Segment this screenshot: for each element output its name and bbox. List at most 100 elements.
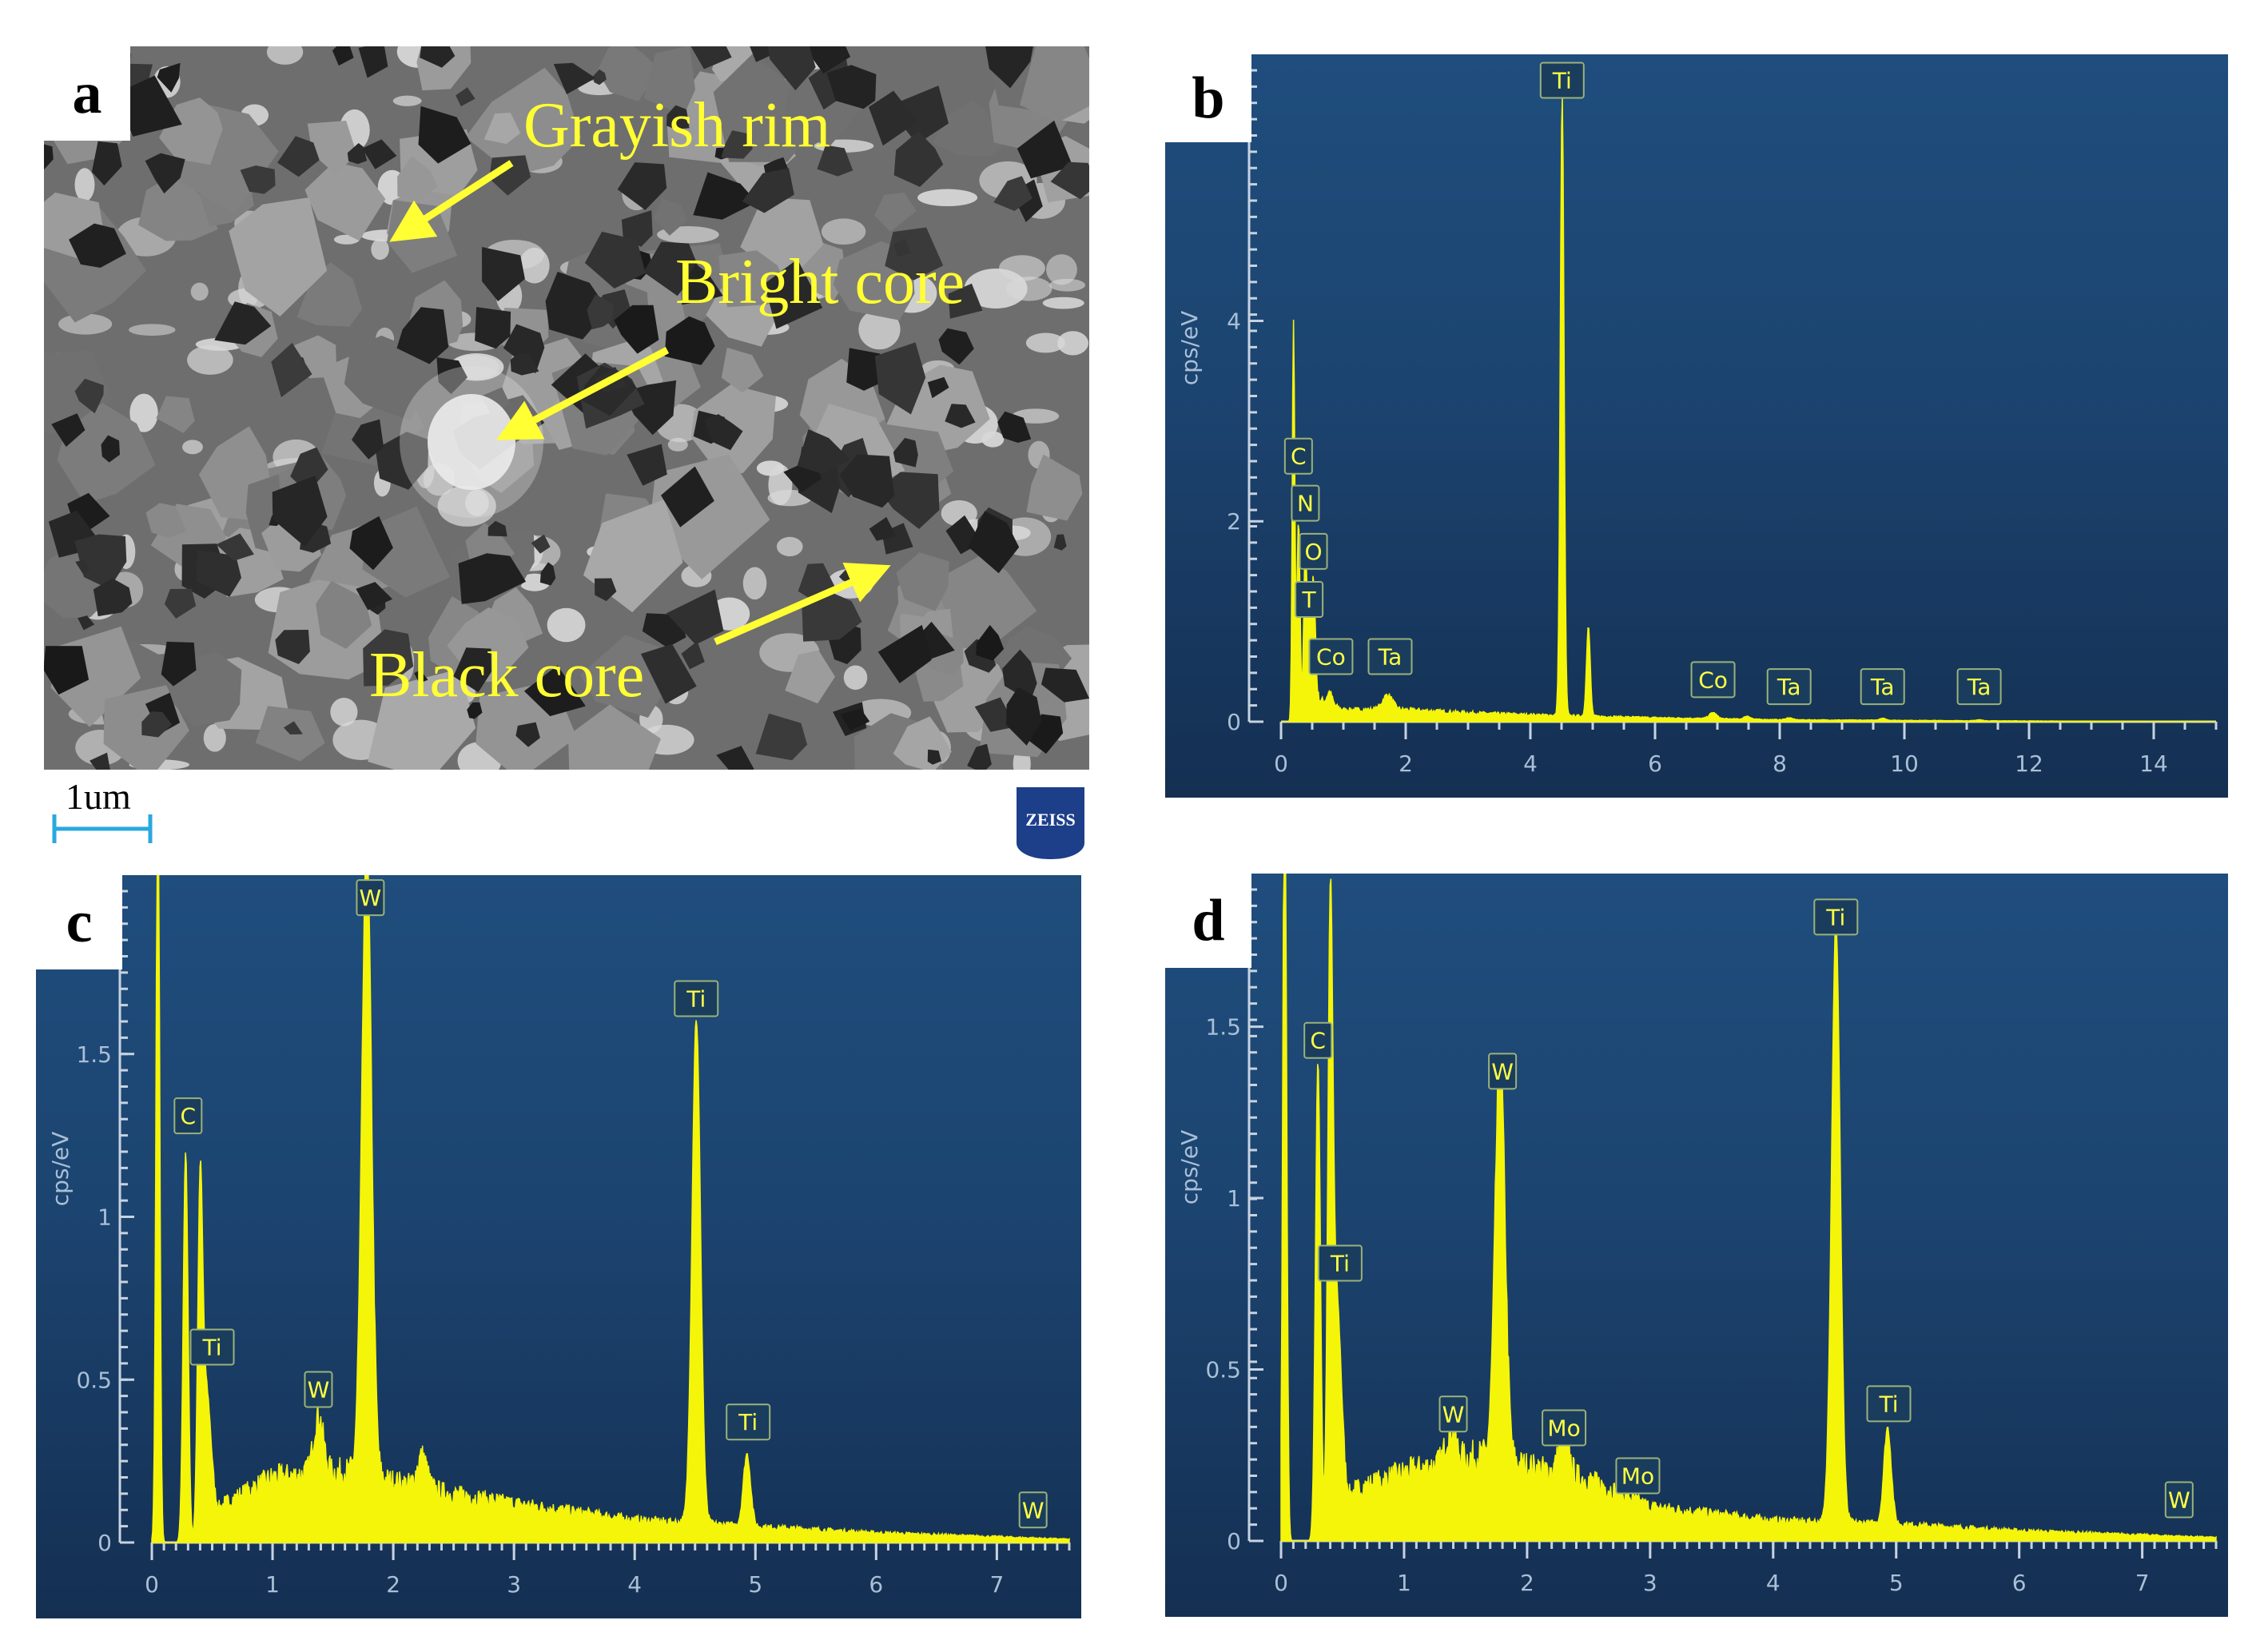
y-axis-label: cps/eV (47, 1132, 74, 1207)
black-core-grain (666, 105, 690, 129)
x-tick-label: 2 (386, 1571, 400, 1598)
black-core-grain (893, 131, 944, 187)
peak-label-text: Ti (686, 985, 706, 1012)
peak-label: Ti (726, 1403, 771, 1441)
black-core-grain (869, 516, 897, 541)
grayish-grain (145, 503, 187, 538)
black-core-grain (115, 75, 182, 137)
black-core-grain (69, 223, 126, 268)
black-core-grain (414, 670, 428, 683)
peak-label: W (356, 879, 385, 917)
peak-label: Ta (1860, 668, 1905, 706)
black-core-grain (90, 752, 110, 770)
binder-phase (371, 238, 389, 261)
peak-label: W (1488, 1053, 1518, 1090)
black-core-grain (436, 357, 468, 395)
x-tick-label: 4 (1766, 1570, 1781, 1596)
black-core-grain (75, 559, 90, 575)
y-tick-label: 4 (1227, 308, 1241, 334)
binder-phase (917, 189, 978, 207)
black-core-grain (593, 69, 607, 86)
black-core-grain (826, 65, 877, 109)
scale-bar-label: 1um (66, 776, 131, 817)
peak-label: Ti (674, 980, 719, 1017)
peak-label-text: Mo (1621, 1463, 1654, 1490)
black-core-grain (363, 629, 414, 687)
black-core-grain (893, 437, 918, 468)
bright-core-region (428, 394, 515, 490)
grayish-grain (643, 46, 695, 116)
black-core-grain (553, 62, 596, 94)
peak-label-box (1299, 532, 1328, 570)
black-core-grain (1017, 120, 1073, 179)
black-core-grain (277, 136, 320, 177)
x-tick-label: 8 (1773, 750, 1787, 777)
black-core-grain (523, 665, 586, 717)
peak-label-text: Co (1316, 644, 1346, 671)
x-tick-label: 5 (1889, 1570, 1904, 1596)
x-tick-label: 7 (2135, 1570, 2150, 1596)
peak-label: Co (1690, 661, 1736, 699)
peak-label-text: C (1310, 1028, 1326, 1054)
peak-label-text: Co (1698, 667, 1728, 693)
black-core-grain (145, 153, 185, 194)
eds-spectrum-d: 0 0.5 1 1.5 cps/eV 0 1 2 3 4 5 6 7 Ti C W Ti W Mo Mo Ti W (1165, 874, 2228, 1617)
black-core-grain (640, 643, 697, 704)
x-tick-label: 6 (2012, 1570, 2027, 1596)
binder-phase (1042, 297, 1084, 309)
binder-phase (392, 95, 422, 106)
binder-phase (58, 313, 113, 335)
black-core-grain (627, 444, 667, 486)
black-core-grain (617, 162, 667, 210)
peak-label: O (1299, 532, 1328, 570)
y-axis-label: cps/eV (1176, 311, 1203, 386)
grayish-grain (1026, 454, 1083, 521)
peak-label-box (1018, 1491, 1048, 1529)
black-core-grain (515, 722, 540, 747)
x-tick-label: 3 (1643, 1570, 1657, 1596)
binder-phase (74, 168, 95, 202)
peak-label-box (1766, 668, 1812, 706)
peak-label-text: T (1302, 587, 1317, 613)
black-core-grain (91, 141, 122, 186)
binder-phase (330, 698, 358, 726)
black-core-grain (755, 713, 808, 761)
peak-label-text: Ti (1552, 68, 1572, 94)
panel-letter-b: b (1165, 54, 1251, 142)
black-core-grain (418, 105, 472, 164)
binder-phase (129, 324, 176, 336)
black-core-grain (967, 743, 992, 770)
peak-label-text: O (1305, 539, 1323, 565)
x-tick-label: 2 (1520, 1570, 1534, 1596)
peak-label-box (1295, 581, 1324, 619)
panel-letter-d: d (1165, 874, 1251, 968)
black-core-grain (621, 210, 653, 247)
peak-label-box (1291, 484, 1320, 522)
grayish-grain (465, 67, 581, 176)
y-tick-label: 1.5 (76, 1041, 112, 1068)
black-core-grain (877, 624, 932, 683)
black-core-grain (681, 641, 705, 670)
binder-phase (742, 567, 767, 600)
black-core-grain (214, 301, 272, 345)
peak-label-text: W (1022, 1497, 1044, 1523)
black-core-grain (240, 165, 276, 194)
scale-bar (52, 814, 153, 843)
grayish-grain (156, 396, 195, 433)
grayish-grain (397, 156, 438, 203)
grayish-grain (1020, 46, 1089, 123)
y-tick-label: 0 (1227, 1528, 1241, 1554)
black-core-grain (968, 511, 1020, 574)
black-core-grain (948, 283, 983, 319)
black-core-grain (216, 533, 254, 561)
grayish-grain (930, 555, 1037, 648)
binder-phase (1057, 331, 1088, 356)
peak-label: Ti (1539, 62, 1585, 99)
black-core-grain (817, 145, 853, 177)
black-core-grain (587, 294, 615, 329)
peak-label-box (1488, 1053, 1518, 1090)
peak-label-text: Mo (1547, 1415, 1580, 1441)
peak-label: Ta (1367, 638, 1413, 675)
peak-label: Ti (1866, 1385, 1912, 1423)
